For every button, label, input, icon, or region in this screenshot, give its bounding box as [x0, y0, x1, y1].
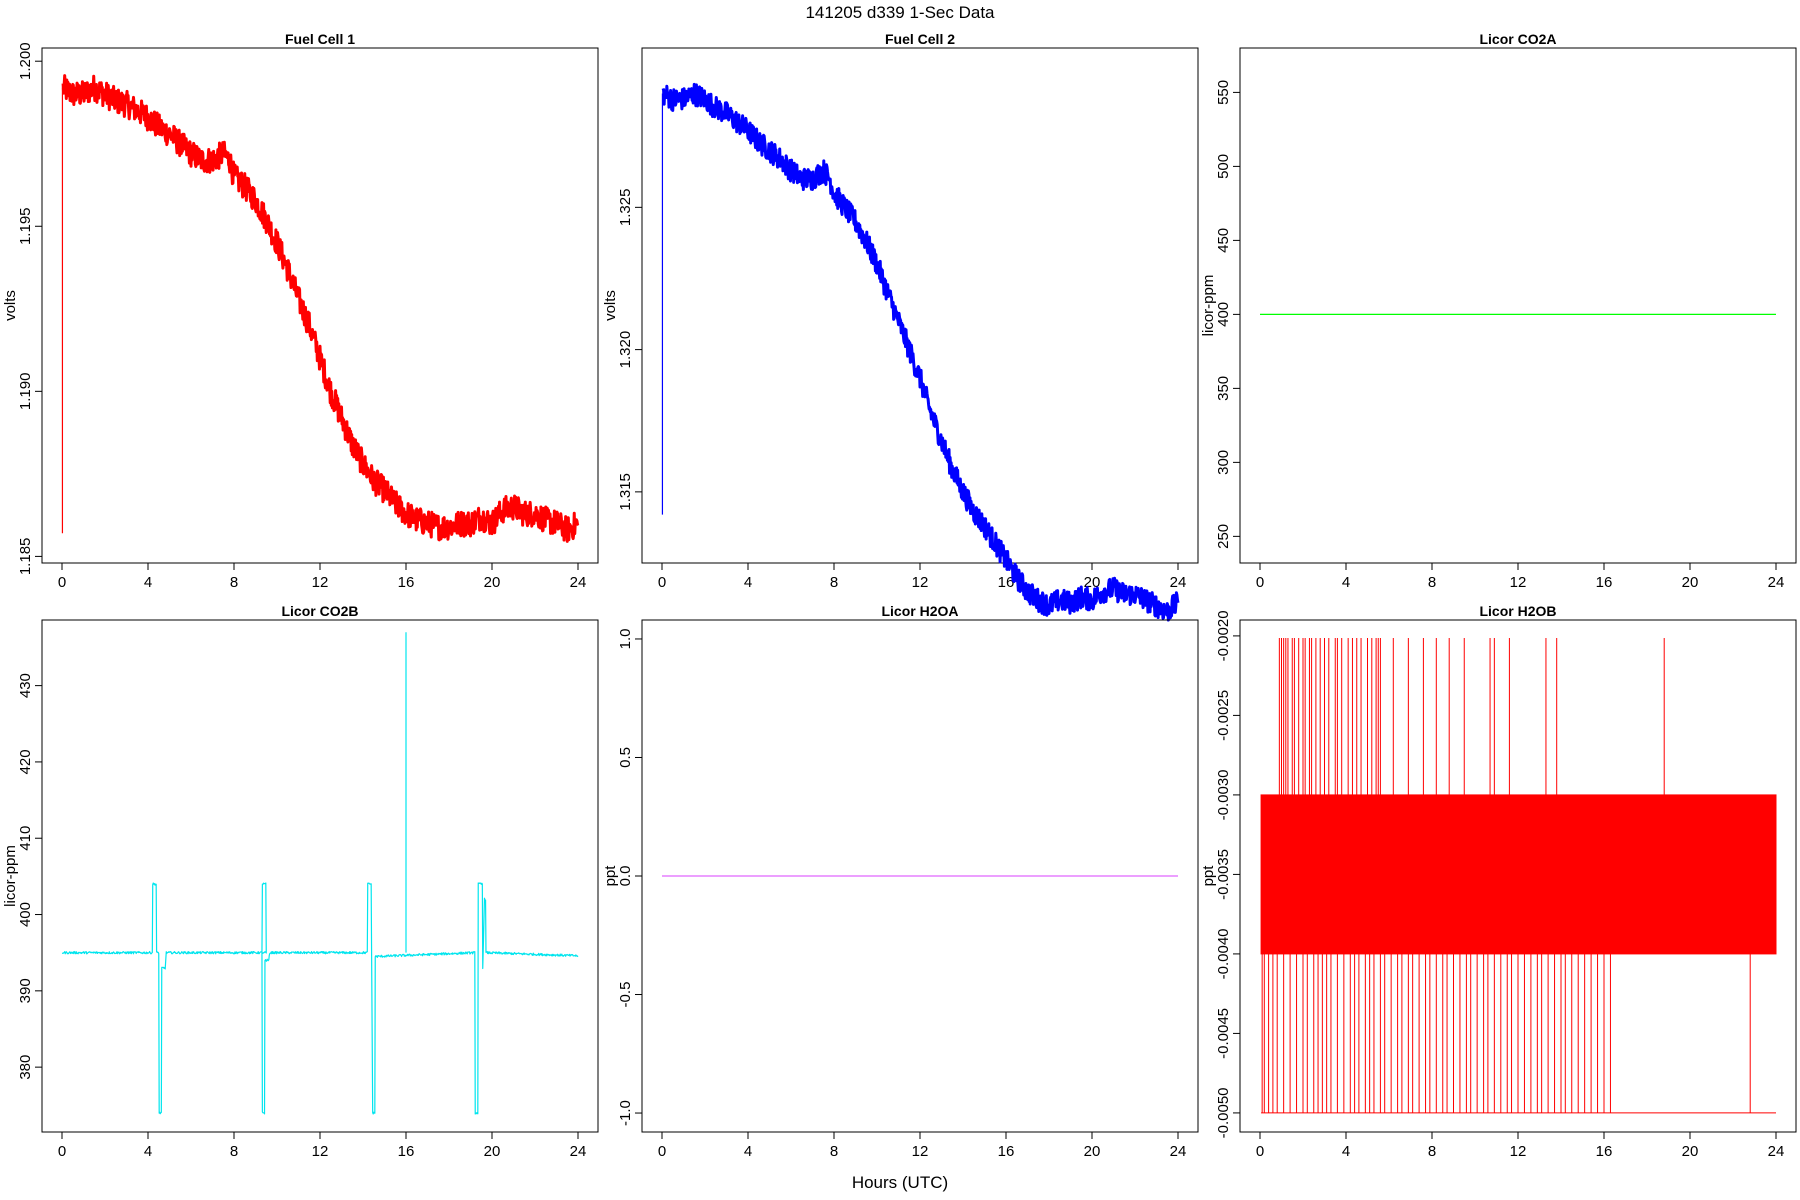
fuel-cell-2-xtick-label: 8: [830, 574, 838, 591]
licor-h2oa-xtick-label: 20: [1084, 1143, 1101, 1160]
figure-title: 141205 d339 1-Sec Data: [805, 3, 995, 22]
licor-h2oa-xtick-label: 4: [744, 1143, 752, 1160]
licor-h2ob-ylabel: ppt: [1200, 865, 1217, 887]
fuel-cell-2-ytick-label: 1.315: [617, 473, 634, 511]
licor-h2oa-ytick-label: 0.0: [617, 866, 634, 887]
licor-co2a-xtick-label: 0: [1256, 574, 1264, 591]
fuel-cell-2-xtick-label: 24: [1170, 574, 1187, 591]
licor-h2ob-ytick-label: -0.0030: [1215, 769, 1232, 820]
licor-h2ob-xtick-label: 20: [1682, 1143, 1699, 1160]
licor-co2b-xtick-label: 16: [398, 1143, 415, 1160]
fuel-cell-1-xtick-label: 0: [58, 574, 66, 591]
licor-h2oa-xtick-label: 8: [830, 1143, 838, 1160]
licor-h2ob-xtick-label: 16: [1596, 1143, 1613, 1160]
fuel-cell-1-panel: Fuel Cell 1 volts 0 4 8 12 16 20 24 1.185 1.190 1.1…: [2, 31, 599, 591]
fuel-cell-1-xtick-label: 4: [144, 574, 152, 591]
licor-co2b-xtick-label: 4: [144, 1143, 152, 1160]
fuel-cell-2-ytick-label: 1.325: [617, 189, 634, 227]
fuel-cell-2-xtick-label: 16: [998, 574, 1015, 591]
licor-h2ob-ytick-label: -0.0050: [1215, 1087, 1232, 1138]
fuel-cell-2-xtick-label: 0: [658, 574, 666, 591]
licor-h2oa-xtick-label: 16: [998, 1143, 1015, 1160]
fuel-cell-1-ytick-label: 1.200: [17, 42, 34, 80]
fuel-cell-1-series-line: [61, 74, 580, 543]
licor-co2a-ytick-label: 400: [1215, 302, 1232, 327]
fuel-cell-1-xtick-label: 12: [312, 574, 329, 591]
fuel-cell-1-ytick-label: 1.195: [17, 207, 34, 245]
licor-co2a-ytick-label: 500: [1215, 154, 1232, 179]
fuel-cell-1-xtick-label: 20: [484, 574, 501, 591]
licor-co2b-xtick-label: 8: [230, 1143, 238, 1160]
licor-co2a-xtick-label: 8: [1428, 574, 1436, 591]
fuel-cell-2-series-line: [661, 82, 1180, 622]
licor-h2oa-ytick-label: 0.5: [617, 747, 634, 768]
licor-co2b-title: Licor CO2B: [281, 603, 358, 619]
licor-co2b-panel: Licor CO2B licor-ppm 0 4 8 12 16 20 24 380 390 400 4…: [2, 603, 599, 1160]
fuel-cell-2-title: Fuel Cell 2: [885, 31, 955, 47]
fuel-cell-1-ylabel: volts: [2, 290, 19, 321]
licor-h2ob-xtick-label: 0: [1256, 1143, 1264, 1160]
licor-co2a-ylabel: licor-ppm: [1200, 275, 1217, 337]
fuel-cell-2-xtick-label: 4: [744, 574, 752, 591]
licor-co2b-ytick-label: 390: [17, 978, 34, 1003]
fuel-cell-1-ytick-label: 1.190: [17, 373, 34, 411]
licor-h2oa-title: Licor H2OA: [881, 603, 958, 619]
licor-co2b-ytick-label: 400: [17, 902, 34, 927]
licor-h2oa-ytick-label: -1.0: [617, 1100, 634, 1126]
licor-h2ob-ytick-label: -0.0035: [1215, 849, 1232, 900]
licor-h2oa-ylabel: ppt: [602, 865, 619, 887]
licor-h2oa-xtick-label: 12: [912, 1143, 929, 1160]
licor-co2a-ytick-label: 450: [1215, 228, 1232, 253]
licor-co2a-xtick-label: 24: [1768, 574, 1785, 591]
licor-co2b-xtick-label: 24: [570, 1143, 587, 1160]
licor-h2ob-band: [1260, 794, 1777, 955]
licor-co2a-xtick-label: 16: [1596, 574, 1613, 591]
licor-h2oa-ytick-label: 1.0: [617, 629, 634, 650]
licor-h2ob-ytick-label: -0.0020: [1215, 610, 1232, 661]
licor-co2a-ytick-label: 300: [1215, 450, 1232, 475]
licor-co2b-ylabel: licor-ppm: [2, 845, 19, 907]
fuel-cell-2-xtick-label: 12: [912, 574, 929, 591]
licor-h2ob-ytick-label: -0.0045: [1215, 1008, 1232, 1059]
licor-co2b-xtick-label: 12: [312, 1143, 329, 1160]
licor-h2oa-panel: Licor H2OA ppt 0 4 8 12 16 20 24 -1.0 -0.5 0.0 0.5 1.…: [602, 603, 1199, 1160]
fuel-cell-2-ylabel: volts: [602, 290, 619, 321]
licor-co2b-xtick-label: 20: [484, 1143, 501, 1160]
licor-co2b-xtick-label: 0: [58, 1143, 66, 1160]
licor-co2a-xtick-label: 4: [1342, 574, 1350, 591]
licor-h2oa-ytick-label: -0.5: [617, 982, 634, 1008]
licor-co2a-ytick-label: 250: [1215, 524, 1232, 549]
licor-co2a-ytick-label: 550: [1215, 80, 1232, 105]
licor-h2ob-panel: Licor H2OB ppt 0 4 8 12 16 20 24 -0.0050 -0.0045 -0…: [1200, 603, 1797, 1160]
licor-co2b-ytick-label: 420: [17, 749, 34, 774]
licor-co2a-title: Licor CO2A: [1479, 31, 1556, 47]
licor-h2ob-xtick-label: 24: [1768, 1143, 1785, 1160]
fuel-cell-1-xtick-label: 24: [570, 574, 587, 591]
licor-h2oa-xtick-label: 24: [1170, 1143, 1187, 1160]
licor-co2b-ytick-label: 430: [17, 673, 34, 698]
licor-h2ob-title: Licor H2OB: [1479, 603, 1556, 619]
licor-co2b-series-line: [61, 882, 579, 1115]
licor-co2a-panel: Licor CO2A licor-ppm 0 4 8 12 16 20 24 250 300 350 4…: [1200, 31, 1797, 591]
fuel-cell-1-title: Fuel Cell 1: [285, 31, 355, 47]
licor-h2ob-xtick-label: 8: [1428, 1143, 1436, 1160]
figure-xlabel: Hours (UTC): [852, 1173, 948, 1192]
licor-h2ob-ytick-label: -0.0040: [1215, 928, 1232, 979]
licor-co2b-ytick-label: 380: [17, 1055, 34, 1080]
licor-h2ob-xtick-label: 4: [1342, 1143, 1350, 1160]
licor-co2a-xtick-label: 20: [1682, 574, 1699, 591]
fuel-cell-1-xtick-label: 8: [230, 574, 238, 591]
licor-h2ob-xtick-label: 12: [1510, 1143, 1527, 1160]
licor-co2b-ytick-label: 410: [17, 826, 34, 851]
licor-h2ob-ytick-label: -0.0025: [1215, 690, 1232, 741]
licor-h2oa-xtick-label: 0: [658, 1143, 666, 1160]
panels: Fuel Cell 1 volts 0 4 8 12 16 20 24 1.185 1.190 1.1…: [2, 31, 1797, 1160]
fuel-cell-1-xtick-label: 16: [398, 574, 415, 591]
licor-co2a-xtick-label: 12: [1510, 574, 1527, 591]
fuel-cell-2-ytick-label: 1.320: [617, 331, 634, 369]
fuel-cell-1-ytick-label: 1.185: [17, 538, 34, 576]
licor-co2a-ytick-label: 350: [1215, 376, 1232, 401]
